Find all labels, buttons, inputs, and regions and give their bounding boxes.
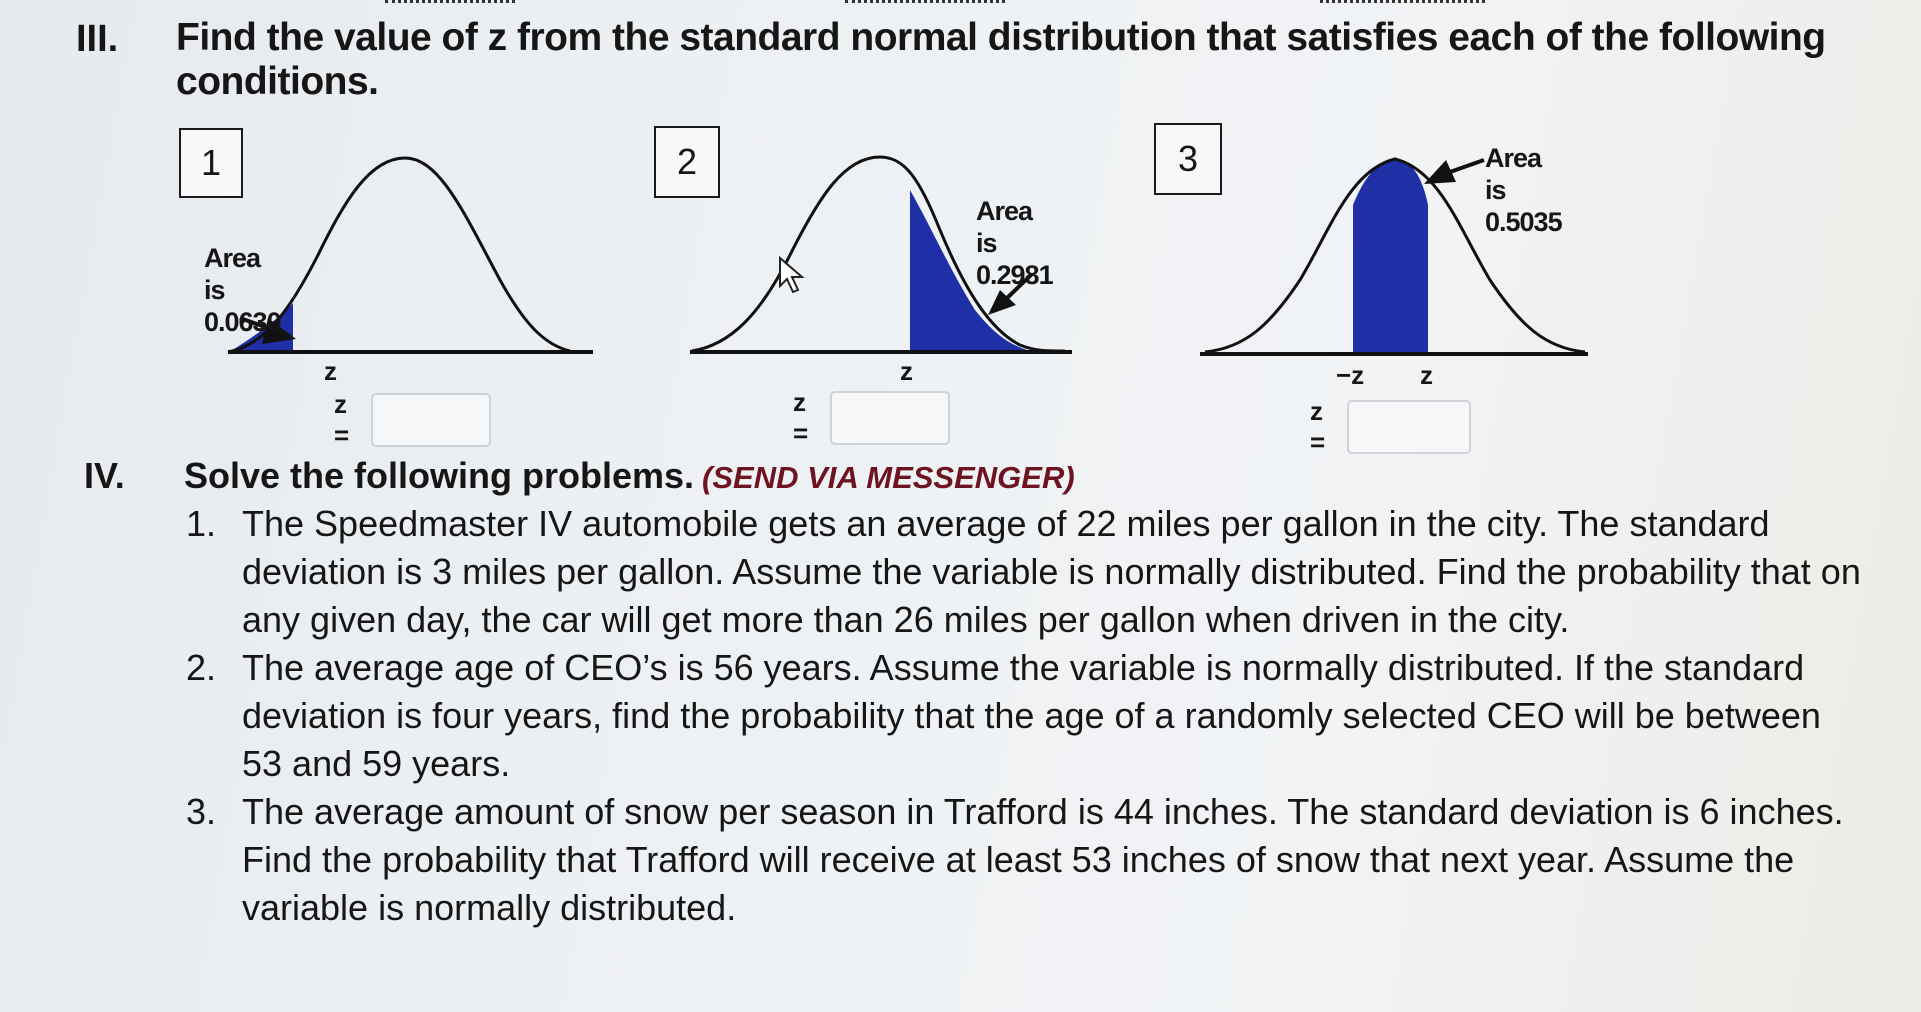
section-4-title: Solve the following problems. xyxy=(184,455,695,496)
panel-3-area-label: Area is 0.5035 xyxy=(1485,143,1563,237)
problem-2: 2. The average age of CEO’s is 56 years.… xyxy=(186,644,1886,788)
panel-3-neg-z-axis-label: −z xyxy=(1336,360,1365,390)
panel-2-area-label: Area is 0.2981 xyxy=(976,196,1054,290)
problem-1-text: The Speedmaster IV automobile gets an av… xyxy=(242,503,1861,640)
panel-1-z-answer-input[interactable] xyxy=(371,393,492,447)
section-3-title: Find the value of z from the standard no… xyxy=(176,16,1826,103)
problem-2-number: 2. xyxy=(186,647,217,688)
problem-2-text: The average age of CEO’s is 56 years. As… xyxy=(242,647,1821,784)
mouse-pointer-icon xyxy=(779,256,805,294)
problem-list: 1. The Speedmaster IV automobile gets an… xyxy=(186,500,1886,932)
problem-3: 3. The average amount of snow per season… xyxy=(186,788,1886,932)
panel-2-z-answer-input[interactable] xyxy=(830,391,951,445)
panel-1-answer-prefix: z = xyxy=(334,389,350,450)
panel-2-number: 2 xyxy=(654,126,720,198)
panel-2-answer-row: z = xyxy=(793,387,951,449)
problem-1: 1. The Speedmaster IV automobile gets an… xyxy=(186,500,1886,644)
panel-3-answer-prefix: z = xyxy=(1310,396,1326,457)
panel-1-answer-row: z = xyxy=(334,389,492,451)
panel-1-number: 1 xyxy=(179,128,243,198)
panel-2-z-axis-label: z xyxy=(900,356,913,386)
problem-1-number: 1. xyxy=(186,503,217,544)
top-page-marks xyxy=(0,0,1921,6)
problem-3-number: 3. xyxy=(186,791,217,832)
send-via-messenger-note: (SEND VIA MESSENGER) xyxy=(702,460,1075,495)
panel-1-area-label: Area is 0.0630 xyxy=(204,243,282,337)
panel-1-z-axis-label: z xyxy=(324,356,337,386)
section-3-numeral: III. xyxy=(76,18,119,60)
problem-3-text: The average amount of snow per season in… xyxy=(242,791,1844,928)
panel-2-answer-prefix: z = xyxy=(793,387,809,448)
section-4-heading: Solve the following problems. (SEND VIA M… xyxy=(184,455,1075,497)
section-4-numeral: IV. xyxy=(84,455,125,496)
panel-3-answer-row: z = xyxy=(1310,396,1472,458)
panel-3-number: 3 xyxy=(1154,123,1222,195)
panel-3-z-axis-label: z xyxy=(1420,360,1433,390)
panel-3-z-answer-input[interactable] xyxy=(1347,400,1472,454)
